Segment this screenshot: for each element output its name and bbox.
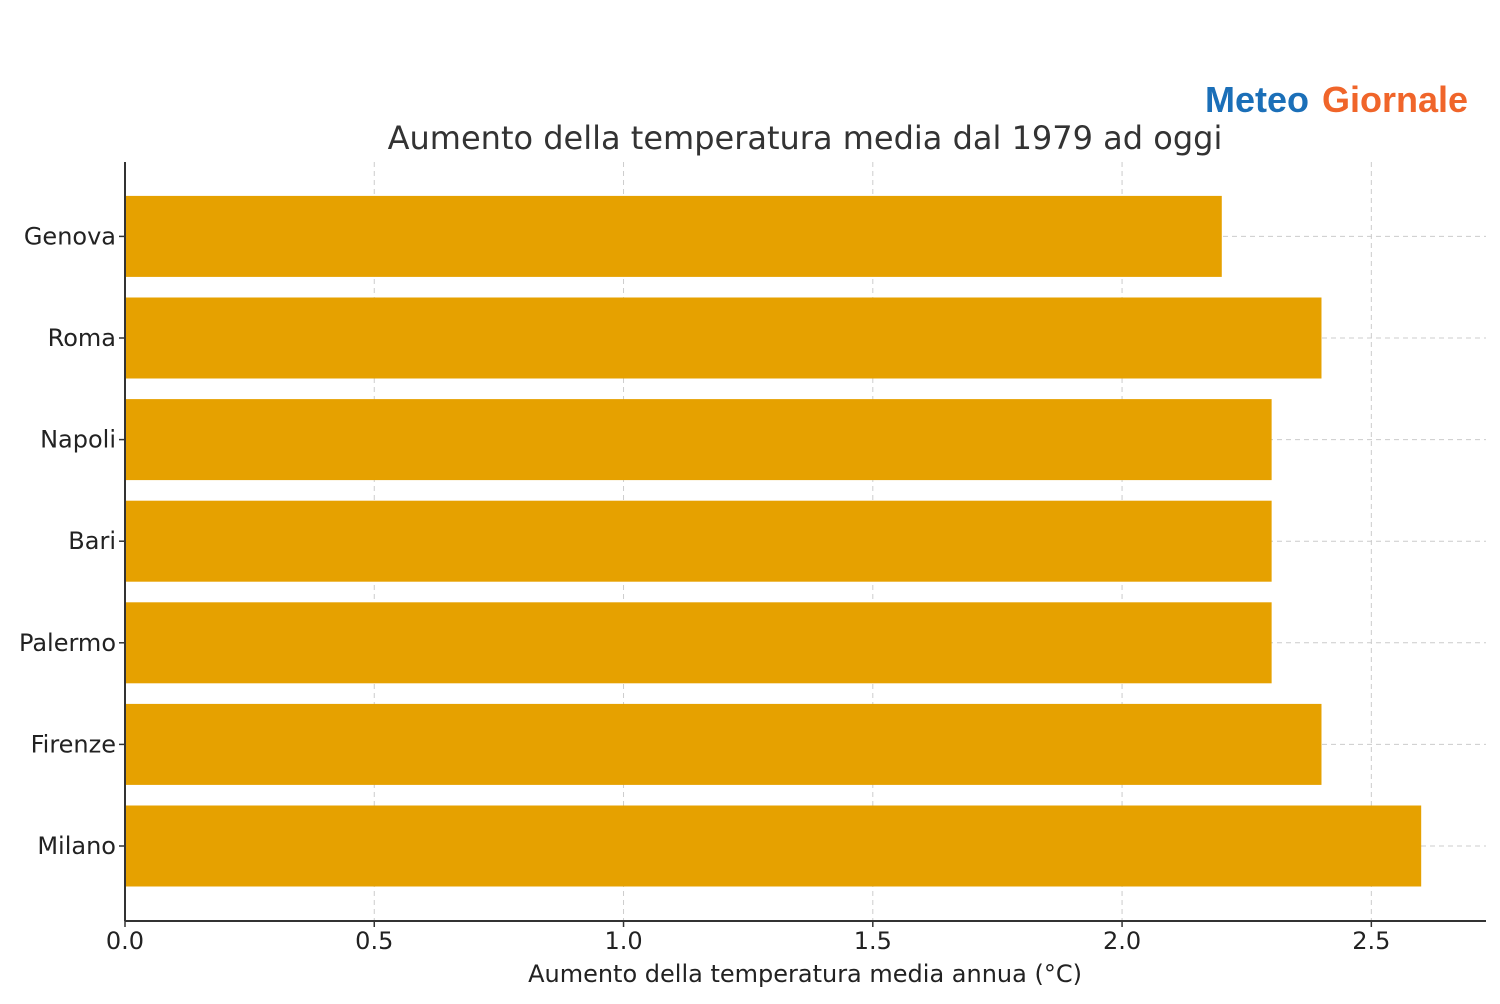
- y-tick-label-palermo: Palermo: [19, 629, 116, 657]
- bar-firenze: [125, 703, 1322, 785]
- chart-title: Aumento della temperatura media dal 1979…: [388, 119, 1223, 157]
- x-axis-label: Aumento della temperatura media annua (°…: [528, 960, 1082, 988]
- bar-palermo: [125, 602, 1272, 684]
- logo-part-meteo: Meteo: [1205, 79, 1309, 120]
- bar-genova: [125, 195, 1222, 277]
- y-tick-label-genova: Genova: [24, 222, 116, 250]
- y-tick-label-roma: Roma: [48, 324, 116, 352]
- y-tick-label-bari: Bari: [68, 527, 116, 555]
- x-tick-label-2: 1.0: [604, 927, 642, 955]
- y-tick-label-milano: Milano: [37, 832, 116, 860]
- x-tick-label-0: 0.0: [106, 927, 144, 955]
- bars: [125, 195, 1422, 887]
- logo-part-giornale: Giornale: [1322, 79, 1468, 120]
- y-tick-label-firenze: Firenze: [31, 730, 116, 758]
- bar-bari: [125, 500, 1272, 582]
- bar-milano: [125, 805, 1422, 887]
- tick-labels: Milano Firenze Palermo Bari Napoli Roma Genova…: [19, 222, 1390, 955]
- bar-napoli: [125, 399, 1272, 481]
- x-tick-label-5: 2.5: [1352, 927, 1390, 955]
- x-tick-label-3: 1.5: [854, 927, 892, 955]
- bar-roma: [125, 297, 1322, 379]
- x-tick-label-1: 0.5: [355, 927, 393, 955]
- y-tick-label-napoli: Napoli: [40, 426, 116, 454]
- x-tick-label-4: 2.0: [1103, 927, 1141, 955]
